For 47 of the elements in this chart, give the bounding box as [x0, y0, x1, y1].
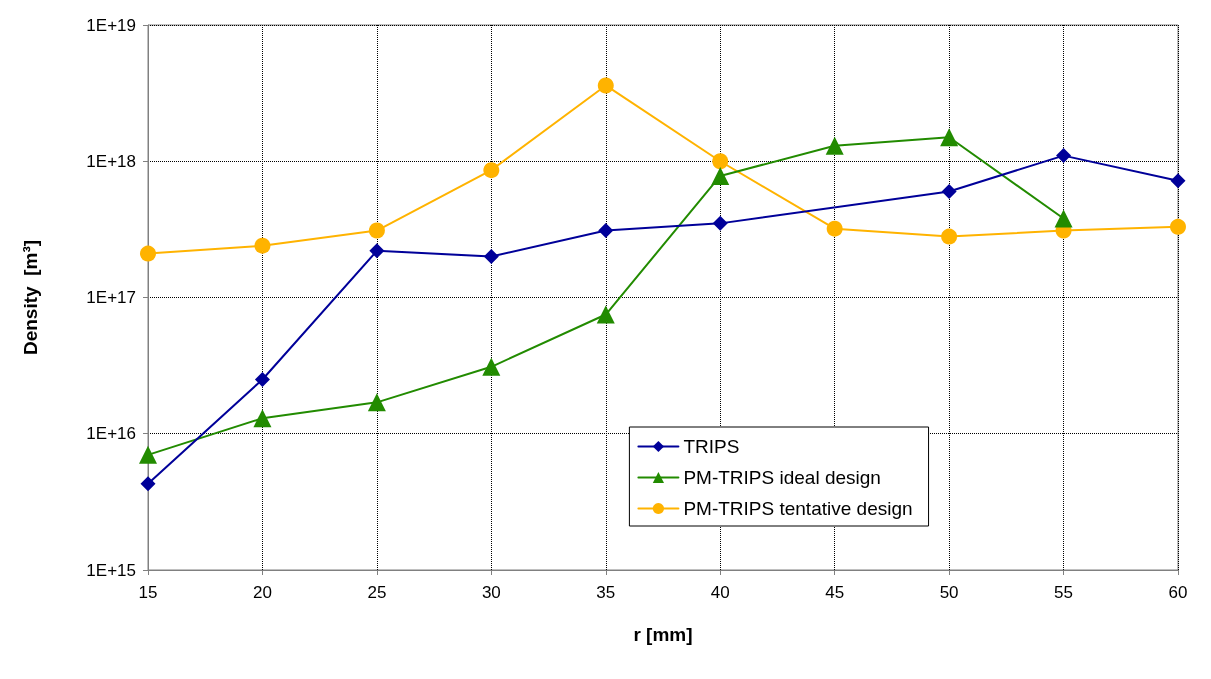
point: [597, 77, 614, 94]
point: [940, 128, 959, 147]
point: [941, 183, 957, 199]
point: [140, 245, 156, 262]
point: [598, 223, 614, 239]
y-tick-label: 1E+18: [86, 151, 136, 171]
point: [483, 248, 499, 264]
point: [826, 220, 843, 237]
legend-label: PM-TRIPS tentative design: [683, 498, 913, 519]
point: [825, 136, 844, 155]
point: [711, 166, 730, 185]
x-tick-label: 60: [1168, 583, 1188, 602]
x-tick-label: 40: [710, 583, 730, 602]
point: [1170, 173, 1186, 189]
point: [482, 357, 501, 376]
point: [1054, 209, 1073, 228]
point: [368, 222, 385, 239]
point: [1056, 148, 1072, 164]
x-tick-label: 55: [1054, 583, 1074, 602]
point: [254, 372, 270, 388]
x-tick-label: 35: [596, 583, 616, 602]
x-tick-label: 20: [252, 583, 272, 602]
point: [369, 243, 385, 259]
y-tick-label: 1E+17: [86, 288, 136, 307]
point: [253, 409, 272, 428]
point: [712, 153, 729, 170]
y-axis-title: Density [m³]: [20, 239, 41, 356]
point: [596, 305, 615, 324]
x-tick-label: 30: [481, 583, 501, 602]
point: [140, 476, 156, 492]
point: [367, 393, 386, 412]
point: [139, 445, 157, 464]
x-axis-title: r [mm]: [633, 624, 693, 645]
y-tick-label: 1E+19: [86, 15, 136, 35]
y-tick-label: 1E+15: [86, 560, 136, 580]
x-tick-label: 45: [825, 583, 845, 602]
point: [941, 228, 958, 245]
point: [1170, 218, 1186, 235]
x-tick-label: 25: [367, 583, 387, 602]
x-tick-label: 15: [138, 583, 158, 602]
legend-label: TRIPS: [683, 436, 740, 457]
y-tick-label: 1E+16: [86, 424, 136, 444]
x-tick-label: 50: [939, 583, 959, 602]
legend-label: PM-TRIPS ideal design: [683, 467, 881, 488]
point: [483, 162, 500, 179]
point: [254, 237, 271, 254]
point: [712, 215, 728, 231]
